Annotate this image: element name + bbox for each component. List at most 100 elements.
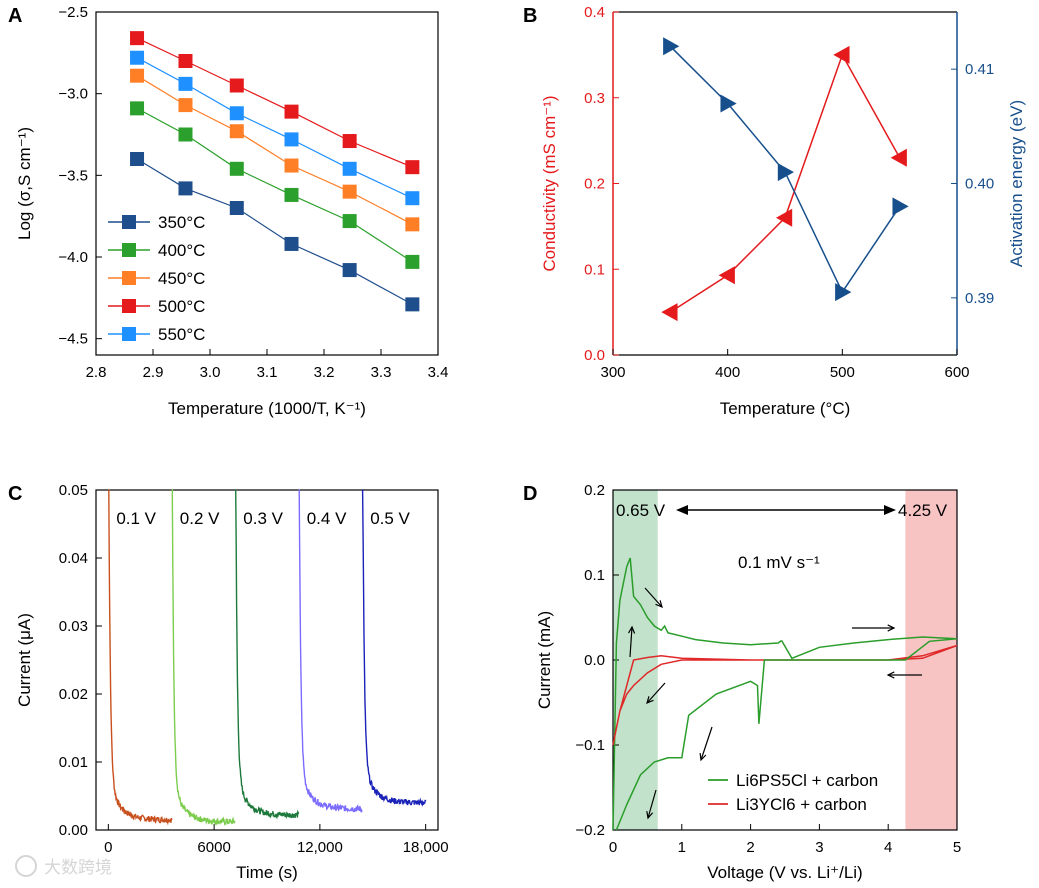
chart-d-series-line <box>612 557 783 831</box>
chart-a-x-tick-label: 3.0 <box>200 364 221 381</box>
chart-d-direction-arrow <box>644 587 663 608</box>
chart-d-x-tick-label: 0 <box>609 839 617 856</box>
watermark-text: 大数跨境 <box>44 858 112 877</box>
chart-d-arrow-head <box>655 600 663 609</box>
chart-b-data-point-conductivity <box>833 45 850 64</box>
chart-d-arrow-head <box>646 811 654 820</box>
watermark: 大数跨境 <box>15 855 112 877</box>
chart-b: 300 400 500 600 0.0 0.1 0.2 0.3 0.4 0.39 0.40 0.41 T… <box>540 4 1026 418</box>
chart-d-y-tick-label: −0.1 <box>575 737 605 754</box>
chart-b-x-tick-label: 500 <box>830 364 855 381</box>
chart-b-right-y-tick-label: 0.40 <box>965 176 994 193</box>
chart-a-legend-marker <box>122 215 136 229</box>
chart-a-data-point <box>405 297 420 312</box>
chart-b-data-point-activation <box>720 94 737 113</box>
chart-a-series-line <box>136 158 413 305</box>
chart-a-data-point <box>405 160 420 175</box>
chart-c-series-line <box>298 489 363 813</box>
chart-b-data-point-conductivity <box>890 148 907 167</box>
chart-b-data-point-activation <box>777 163 794 182</box>
chart-a-x-axis-label: Temperature (1000/T, K⁻¹) <box>168 399 366 418</box>
chart-d-legend-label: Li6PS5Cl + carbon <box>736 771 878 790</box>
chart-a-series-line <box>136 37 413 168</box>
chart-d-y-axis-label: Current (mA) <box>535 611 554 709</box>
chart-c-series-label: 0.2 V <box>180 509 220 528</box>
chart-a-legend-label: 400°C <box>158 241 205 260</box>
chart-a-legend-label: 450°C <box>158 269 205 288</box>
chart-d-x-tick-label: 3 <box>815 839 823 856</box>
chart-a-legend-label: 500°C <box>158 297 205 316</box>
chart-a-x-tick-label: 3.1 <box>257 364 278 381</box>
panel-letter-a: A <box>8 5 22 27</box>
chart-c-y-tick-label: 0.05 <box>59 482 88 499</box>
chart-a-data-point <box>178 98 193 113</box>
chart-b-right-y-tick-label: 0.39 <box>965 290 994 307</box>
chart-d-y-tick-label: 0.2 <box>584 482 605 499</box>
chart-a-data-point <box>130 152 145 166</box>
chart-d-arrow-head <box>887 624 896 632</box>
chart-d-x-tick-label: 1 <box>678 839 686 856</box>
chart-b-y-tick-label: 0.0 <box>584 347 605 364</box>
chart-d-direction-arrow <box>700 726 713 761</box>
chart-a-data-point <box>284 187 299 202</box>
chart-a-series-line <box>136 107 413 263</box>
chart-d-y-tick-label: −0.2 <box>575 822 605 839</box>
chart-d-x-tick-label: 4 <box>884 839 892 856</box>
chart-b-data-point-activation <box>835 283 852 302</box>
chart-d-annotation: 0.65 V <box>616 501 666 520</box>
chart-c-y-tick-label: 0.02 <box>59 686 88 703</box>
chart-d-direction-arrow <box>629 626 633 658</box>
chart-a-data-point <box>178 54 193 68</box>
chart-a-data-point <box>178 127 193 142</box>
chart-d-x-tick-label: 2 <box>746 839 754 856</box>
chart-a-data-point <box>405 254 420 269</box>
chart-a-series-line <box>136 57 413 199</box>
chart-d-legend-label: Li3YCl6 + carbon <box>736 795 867 814</box>
chart-a-x-tick-label: 2.8 <box>86 364 107 381</box>
panel-letter-d: D <box>523 483 537 505</box>
chart-a-legend-marker <box>122 299 136 313</box>
chart-c-series-line <box>108 489 173 826</box>
chart-a-data-point <box>130 68 145 83</box>
chart-c-series-line <box>361 489 427 807</box>
chart-c-frame <box>95 489 439 831</box>
chart-a-legend-marker <box>122 271 136 285</box>
chart-d-x-axis-label: Voltage (V vs. Li⁺/Li) <box>707 863 862 882</box>
chart-d-arrow-head <box>886 671 895 679</box>
chart-a-data-point <box>342 161 357 176</box>
chart-a-data-point <box>178 76 193 91</box>
chart-d-shaded-region <box>905 490 957 830</box>
chart-a-data-point <box>130 50 145 65</box>
chart-d: 0 1 2 3 4 5 −0.2 −0.1 0.0 0.1 0.2 Voltage (V vs. Li… <box>535 482 961 882</box>
chart-c-series-label: 0.1 V <box>116 509 156 528</box>
chart-a-y-tick-label: −2.5 <box>58 4 88 21</box>
chart-d-arrow-head <box>699 752 707 762</box>
chart-a-data-point <box>284 132 299 147</box>
chart-a-data-point <box>405 217 420 232</box>
chart-a-data-point <box>130 31 145 46</box>
chart-a-data-point <box>178 181 193 196</box>
chart-a-y-tick-label: −4.0 <box>58 249 88 266</box>
chart-b-data-point-activation <box>663 37 680 56</box>
chart-d-x-tick-label: 5 <box>953 839 961 856</box>
chart-a-legend-marker <box>122 327 136 341</box>
chart-c-x-axis-label: Time (s) <box>236 863 298 882</box>
chart-a-y-axis-label: Log (σ,S cm⁻¹) <box>15 127 34 240</box>
chart-b-x-tick-label: 600 <box>944 364 969 381</box>
chart-a-data-point <box>130 101 145 116</box>
watermark-logo-icon <box>15 855 37 877</box>
chart-d-arrow-head <box>628 625 636 634</box>
chart-a-x-tick-label: 2.9 <box>143 364 164 381</box>
chart-c-y-tick-label: 0.00 <box>59 822 88 839</box>
panel-letter-b: B <box>523 5 537 27</box>
chart-b-y-right-axis-label: Activation energy (eV) <box>1007 100 1026 267</box>
chart-d-series-line <box>612 644 958 746</box>
chart-d-arrow-head <box>676 505 688 515</box>
chart-a-data-point <box>229 106 244 121</box>
chart-d-arrow-head <box>646 696 654 705</box>
chart-c-series-line <box>171 489 236 826</box>
chart-d-annotation: 4.25 V <box>898 501 948 520</box>
chart-b-x-axis-label: Temperature (°C) <box>720 399 851 418</box>
chart-a-data-point <box>405 191 420 206</box>
chart-a-data-point <box>229 78 244 93</box>
